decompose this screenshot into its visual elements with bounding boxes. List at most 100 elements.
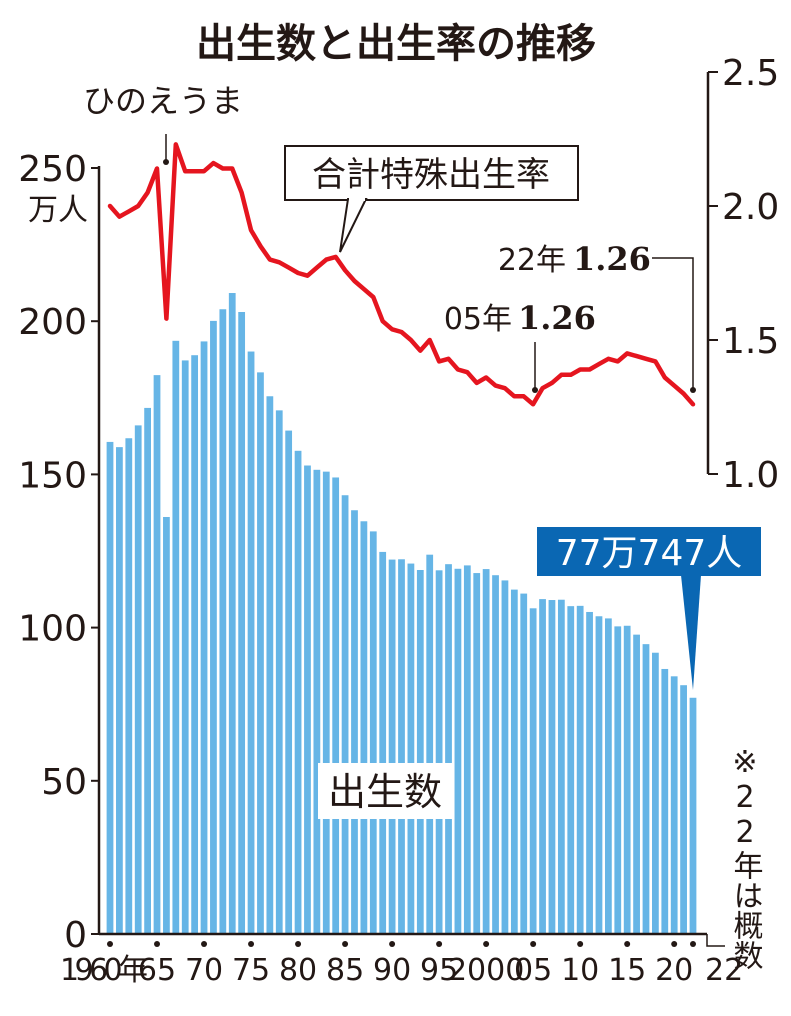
x-tick-label: 80 bbox=[279, 953, 317, 988]
birth-bar-1982 bbox=[313, 469, 321, 934]
birth-bar-1966 bbox=[163, 516, 170, 934]
left-tick-label: 50 bbox=[41, 762, 87, 803]
birth-bar-1971 bbox=[210, 320, 217, 935]
birth-bar-1962 bbox=[125, 438, 133, 934]
x-tick-dot bbox=[295, 941, 302, 947]
annot-2005-dot bbox=[532, 387, 538, 393]
births-label-box bbox=[318, 763, 452, 819]
birth-bar-1963 bbox=[134, 425, 142, 934]
birth-bar-1977 bbox=[266, 396, 274, 934]
birth-bar-1973 bbox=[228, 293, 236, 934]
birth-bar-1986 bbox=[351, 510, 358, 934]
right-tick-label: 2.5 bbox=[722, 53, 779, 94]
x-tick-dot bbox=[577, 941, 584, 947]
birth-bar-1985 bbox=[341, 495, 349, 934]
x-tick-label: 22 bbox=[705, 953, 743, 988]
birth-bar-1983 bbox=[322, 471, 330, 934]
left-tick-label: 100 bbox=[18, 609, 87, 650]
x-tick-dot bbox=[342, 941, 349, 947]
x-axis-end-bracket bbox=[706, 934, 725, 947]
births-2022-pointer bbox=[681, 575, 701, 690]
annot-2022-leader bbox=[652, 257, 694, 388]
annot-2005-value: 1.26 bbox=[518, 299, 596, 337]
birth-bar-2007 bbox=[548, 600, 556, 934]
birth-bar-1998 bbox=[463, 565, 471, 934]
birth-bar-1992 bbox=[407, 563, 415, 934]
chart-title: 出生数と出生率の推移 bbox=[196, 21, 596, 67]
x-tick-label: 05 bbox=[514, 953, 552, 988]
birth-bar-2012 bbox=[595, 616, 603, 934]
right-tick-label: 1.5 bbox=[722, 321, 779, 362]
hinoeuma-label: ひのえうま bbox=[83, 82, 243, 120]
birth-bar-2017 bbox=[642, 644, 650, 934]
birth-bar-2006 bbox=[539, 599, 546, 934]
birth-bar-2005 bbox=[529, 608, 537, 934]
x-tick-dot bbox=[107, 941, 113, 947]
birth-bar-2016 bbox=[633, 634, 640, 934]
births-2022-box bbox=[537, 527, 761, 576]
x-tick-label: 1960年 bbox=[60, 953, 148, 988]
birth-bar-1968 bbox=[181, 360, 189, 934]
x-tick-label: 90 bbox=[373, 953, 411, 988]
birth-bar-1960 bbox=[106, 441, 114, 934]
right-tick-label: 1.0 bbox=[722, 455, 779, 496]
birth-bar-1961 bbox=[116, 447, 123, 934]
birth-bar-1993 bbox=[416, 569, 424, 934]
birth-bar-2001 bbox=[492, 575, 499, 934]
birth-bar-1974 bbox=[238, 312, 246, 934]
birth-bar-2013 bbox=[604, 618, 612, 934]
fertility-rate-line bbox=[107, 142, 696, 407]
birth-bar-1978 bbox=[275, 410, 283, 934]
x-tick-dot bbox=[154, 941, 161, 947]
x-tick-label: 2000 bbox=[448, 953, 524, 988]
annot-2022-dot bbox=[690, 387, 696, 393]
birth-bar-1987 bbox=[360, 521, 368, 934]
fertility-rate-line-group bbox=[107, 142, 696, 407]
hinoeuma-dot bbox=[163, 159, 169, 165]
x-tick-dot bbox=[530, 941, 537, 947]
birth-bar-1964 bbox=[144, 407, 151, 934]
birth-bar-1981 bbox=[304, 465, 311, 934]
birth-bar-2019 bbox=[661, 668, 669, 934]
birth-bar-2010 bbox=[576, 605, 584, 934]
x-tick-dot bbox=[436, 941, 443, 947]
birth-bar-1976 bbox=[257, 372, 264, 935]
x-tick-label: 15 bbox=[608, 953, 646, 988]
birth-bar-2020 bbox=[670, 676, 678, 934]
left-tick-label: 200 bbox=[18, 302, 87, 343]
x-tick-dot bbox=[671, 941, 678, 947]
birth-bar-1999 bbox=[473, 573, 481, 934]
birth-bar-2022 bbox=[689, 697, 697, 934]
birth-bar-1984 bbox=[332, 477, 340, 934]
x-tick-dot bbox=[483, 941, 490, 947]
birth-bar-1965 bbox=[153, 375, 161, 934]
x-tick-dot bbox=[389, 941, 396, 947]
annot-2022-value: 1.26 bbox=[573, 240, 651, 278]
x-tick-label: 95 bbox=[420, 953, 458, 988]
left-tick-label: 0 bbox=[64, 915, 87, 956]
birth-bar-2015 bbox=[623, 625, 631, 934]
birth-bar-2009 bbox=[567, 606, 575, 934]
birth-bar-1989 bbox=[379, 551, 387, 934]
birth-bar-1969 bbox=[191, 355, 199, 934]
x-tick-label: 75 bbox=[232, 953, 270, 988]
x-tick-dot bbox=[201, 941, 208, 947]
birth-bar-2000 bbox=[482, 569, 490, 934]
birth-bar-1970 bbox=[200, 341, 208, 935]
x-tick-label: 85 bbox=[326, 953, 364, 988]
birth-bar-1972 bbox=[219, 309, 227, 935]
birth-bar-2014 bbox=[614, 626, 622, 934]
birth-bar-1988 bbox=[369, 531, 377, 934]
birth-bar-1967 bbox=[172, 340, 180, 935]
birth-bar-1994 bbox=[426, 554, 434, 934]
birth-bar-1980 bbox=[294, 450, 302, 934]
rate-label-box bbox=[284, 145, 579, 201]
annot-2005-prefix: 05年 bbox=[444, 302, 512, 337]
x-tick-label: 10 bbox=[561, 953, 599, 988]
left-tick-label: 250 bbox=[18, 149, 87, 190]
left-tick-label: 150 bbox=[18, 455, 87, 496]
birth-bar-1979 bbox=[285, 430, 293, 934]
x-tick-dot bbox=[248, 941, 255, 947]
